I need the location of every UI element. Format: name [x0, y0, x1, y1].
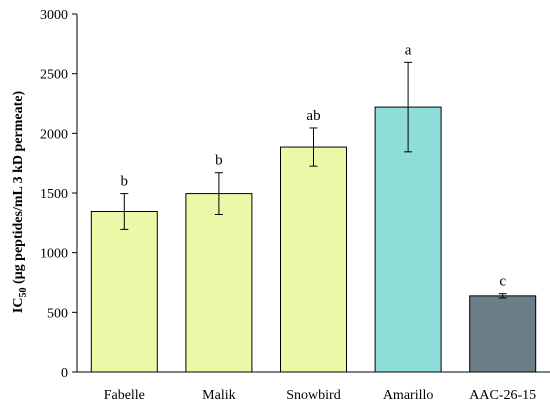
y-tick-label: 2500 — [40, 68, 68, 83]
y-tick-label: 0 — [61, 366, 68, 381]
category-label: Snowbird — [286, 388, 340, 403]
category-label: Fabelle — [104, 388, 145, 403]
category-label: Malik — [202, 388, 235, 403]
category-labels: Fabelle Malik Snowbird Amarillo AAC-26-15 — [104, 388, 536, 403]
y-tick-label: 3000 — [40, 8, 68, 23]
y-tick-label: 1500 — [40, 187, 68, 202]
bar-aac-26-15 — [469, 295, 537, 373]
significance-label: b — [121, 174, 129, 190]
bars — [90, 106, 537, 373]
y-axis-ticks: 0 500 1000 1500 2000 2500 3000 — [40, 8, 77, 381]
error-bar — [498, 293, 507, 299]
category-label: Amarillo — [383, 388, 434, 403]
error-bar — [309, 127, 318, 167]
bar-malik — [185, 193, 253, 373]
error-bar — [120, 193, 129, 230]
bar-snowbird — [280, 146, 347, 373]
y-tick-label: 2000 — [40, 127, 68, 142]
error-bars — [120, 61, 507, 299]
error-bar — [404, 61, 413, 153]
significance-label: a — [405, 42, 412, 58]
significance-labels: b b ab a c — [121, 42, 507, 289]
significance-label: ab — [306, 108, 320, 124]
error-bar — [214, 172, 223, 215]
y-axis-title: IC50 (µg peptides/mL 3 kD permeate) — [11, 91, 29, 314]
y-tick-label: 1000 — [40, 247, 68, 262]
bar-fabelle — [90, 210, 158, 373]
significance-label: b — [215, 153, 223, 169]
significance-label: c — [499, 274, 506, 290]
y-tick-label: 500 — [47, 306, 68, 321]
category-label: AAC-26-15 — [469, 388, 536, 403]
